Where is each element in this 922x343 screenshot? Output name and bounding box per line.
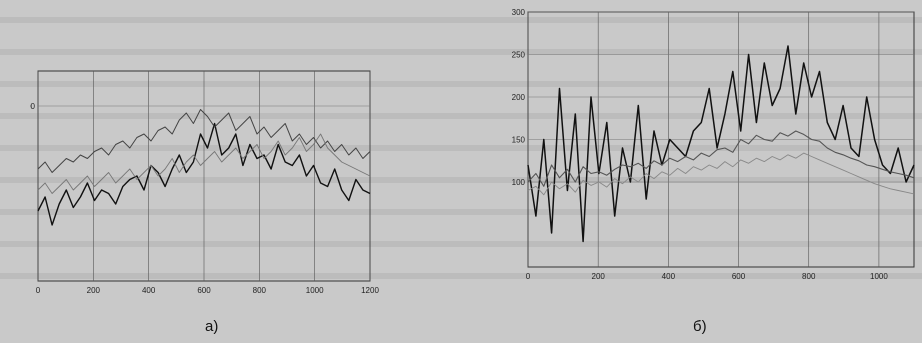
- chart-b: 0 200 400 600 800 1000 100 150 200 250 300: [506, 0, 922, 290]
- chart-a: 0 200 400 600 800 1000 1200 5000: [17, 63, 380, 303]
- y-tick-label: 5000: [30, 102, 36, 111]
- series-line-2: [37, 109, 371, 173]
- series-line-1: [37, 122, 371, 226]
- series-line-2: [527, 130, 915, 187]
- series-line-3: [527, 152, 915, 196]
- chart-a-svg: 0 200 400 600 800 1000 1200 5000: [17, 70, 379, 295]
- x-tick-label: 600: [197, 286, 211, 295]
- caption-a: а): [205, 318, 219, 335]
- x-tick-label: 1000: [306, 286, 324, 295]
- series-line-3: [37, 133, 371, 194]
- y-tick-label: 300: [512, 8, 526, 17]
- x-tick-label: 0: [36, 286, 41, 295]
- x-tick-label: 400: [662, 272, 676, 281]
- x-tick-label: 1200: [361, 286, 379, 295]
- x-tick-label: 600: [732, 272, 746, 281]
- x-tick-label: 800: [253, 286, 267, 295]
- y-tick-label: 100: [512, 178, 526, 187]
- x-tick-label: 200: [592, 272, 606, 281]
- x-tick-label: 0: [526, 272, 531, 281]
- x-tick-label: 800: [802, 272, 816, 281]
- chart-b-svg: 0 200 400 600 800 1000 100 150 200 250 300: [512, 8, 915, 281]
- y-tick-label: 150: [512, 136, 526, 145]
- y-tick-label: 250: [512, 51, 526, 60]
- caption-b: б): [693, 318, 707, 335]
- series-line-1: [527, 45, 915, 243]
- y-tick-label: 200: [512, 93, 526, 102]
- x-tick-label: 1000: [870, 272, 888, 281]
- x-tick-label: 400: [142, 286, 156, 295]
- x-tick-label: 200: [87, 286, 101, 295]
